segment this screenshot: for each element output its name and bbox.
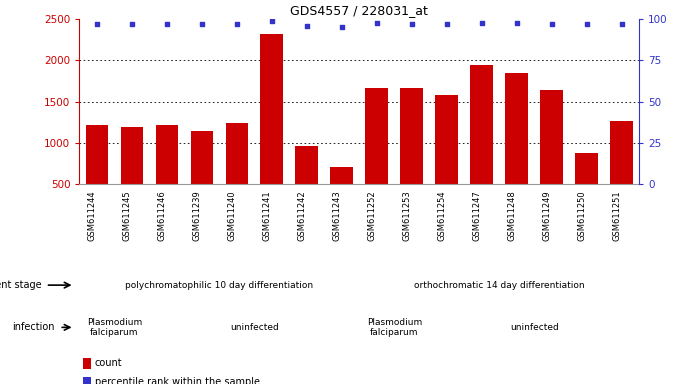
Text: GSM611249: GSM611249 xyxy=(542,190,551,241)
Bar xyxy=(471,65,493,184)
Bar xyxy=(400,88,423,184)
Text: uninfected: uninfected xyxy=(510,323,558,332)
Bar xyxy=(366,88,388,184)
Text: GSM611251: GSM611251 xyxy=(613,190,622,241)
Bar xyxy=(155,125,178,184)
Text: GSM611239: GSM611239 xyxy=(193,190,202,241)
Bar xyxy=(120,127,143,184)
Bar xyxy=(191,131,214,184)
Text: GSM611245: GSM611245 xyxy=(123,190,132,241)
Text: GSM611250: GSM611250 xyxy=(578,190,587,241)
Text: GSM611244: GSM611244 xyxy=(88,190,97,241)
Point xyxy=(371,20,382,26)
Bar xyxy=(261,34,283,184)
Point xyxy=(337,25,348,31)
Title: GDS4557 / 228031_at: GDS4557 / 228031_at xyxy=(290,3,428,17)
Point xyxy=(301,23,312,29)
Text: GSM611242: GSM611242 xyxy=(298,190,307,241)
Point xyxy=(442,21,453,27)
Point xyxy=(581,21,592,27)
Text: infection: infection xyxy=(12,322,55,333)
Bar xyxy=(330,167,353,184)
Bar xyxy=(225,123,248,184)
Point xyxy=(476,20,487,26)
Bar xyxy=(83,377,91,384)
Text: percentile rank within the sample: percentile rank within the sample xyxy=(95,377,260,384)
Bar xyxy=(610,121,633,184)
Text: Plasmodium
falciparum: Plasmodium falciparum xyxy=(87,318,142,337)
Point xyxy=(231,21,243,27)
Point xyxy=(126,21,138,27)
Text: orthochromatic 14 day differentiation: orthochromatic 14 day differentiation xyxy=(414,281,585,290)
Text: GSM611243: GSM611243 xyxy=(333,190,342,241)
Text: GSM611241: GSM611241 xyxy=(263,190,272,241)
Text: GSM611246: GSM611246 xyxy=(158,190,167,241)
Text: GSM611254: GSM611254 xyxy=(438,190,447,241)
Text: uninfected: uninfected xyxy=(230,323,278,332)
Bar xyxy=(540,90,563,184)
Point xyxy=(511,20,522,26)
Point xyxy=(546,21,557,27)
Bar xyxy=(576,153,598,184)
Text: GSM611252: GSM611252 xyxy=(368,190,377,241)
Bar xyxy=(86,125,108,184)
Point xyxy=(266,18,277,24)
Point xyxy=(196,21,207,27)
Text: polychromatophilic 10 day differentiation: polychromatophilic 10 day differentiatio… xyxy=(125,281,314,290)
Bar xyxy=(83,358,91,369)
Text: GSM611253: GSM611253 xyxy=(403,190,412,241)
Text: GSM611240: GSM611240 xyxy=(228,190,237,241)
Bar xyxy=(505,73,528,184)
Bar xyxy=(435,95,458,184)
Text: development stage: development stage xyxy=(0,280,42,290)
Point xyxy=(406,21,417,27)
Text: Plasmodium
falciparum: Plasmodium falciparum xyxy=(367,318,422,337)
Bar xyxy=(296,146,319,184)
Point xyxy=(162,21,173,27)
Point xyxy=(616,21,627,27)
Text: GSM611248: GSM611248 xyxy=(508,190,517,241)
Point xyxy=(91,21,102,27)
Text: GSM611247: GSM611247 xyxy=(473,190,482,241)
Text: count: count xyxy=(95,358,122,368)
